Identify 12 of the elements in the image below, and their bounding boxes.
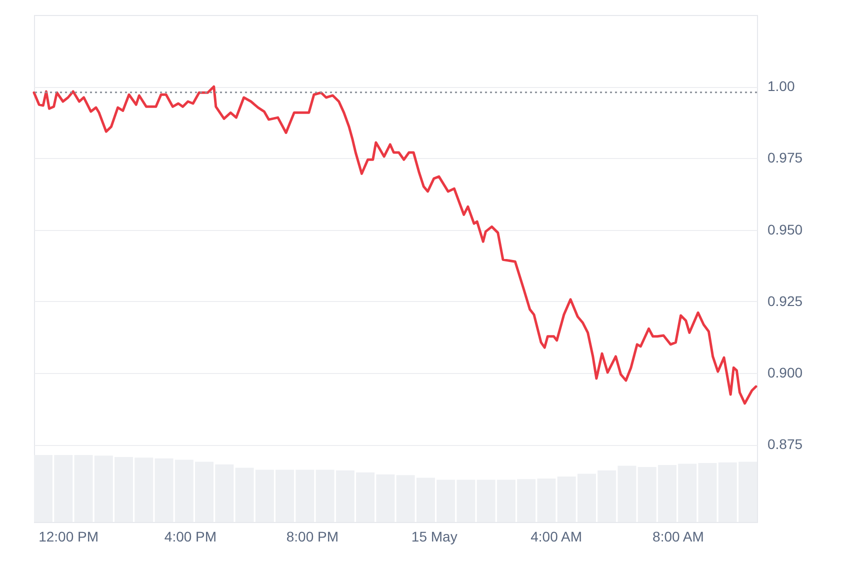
- x-tick-label: 15 May: [411, 528, 458, 544]
- y-tick-label: 0.950: [768, 221, 803, 238]
- x-tick-label: 4:00 PM: [164, 528, 217, 544]
- y-tick-label: 1.00: [768, 78, 795, 94]
- x-tick-label: 12:00 PM: [38, 528, 99, 544]
- y-tick-label: 0.900: [768, 364, 803, 381]
- y-tick-label: 0.875: [768, 436, 803, 452]
- x-tick-label: 8:00 PM: [286, 528, 338, 544]
- y-tick-label: 0.975: [768, 150, 803, 166]
- x-tick-label: 8:00 AM: [652, 528, 704, 544]
- x-tick-label: 4:00 AM: [530, 528, 582, 544]
- y-tick-label: 0.925: [768, 292, 803, 309]
